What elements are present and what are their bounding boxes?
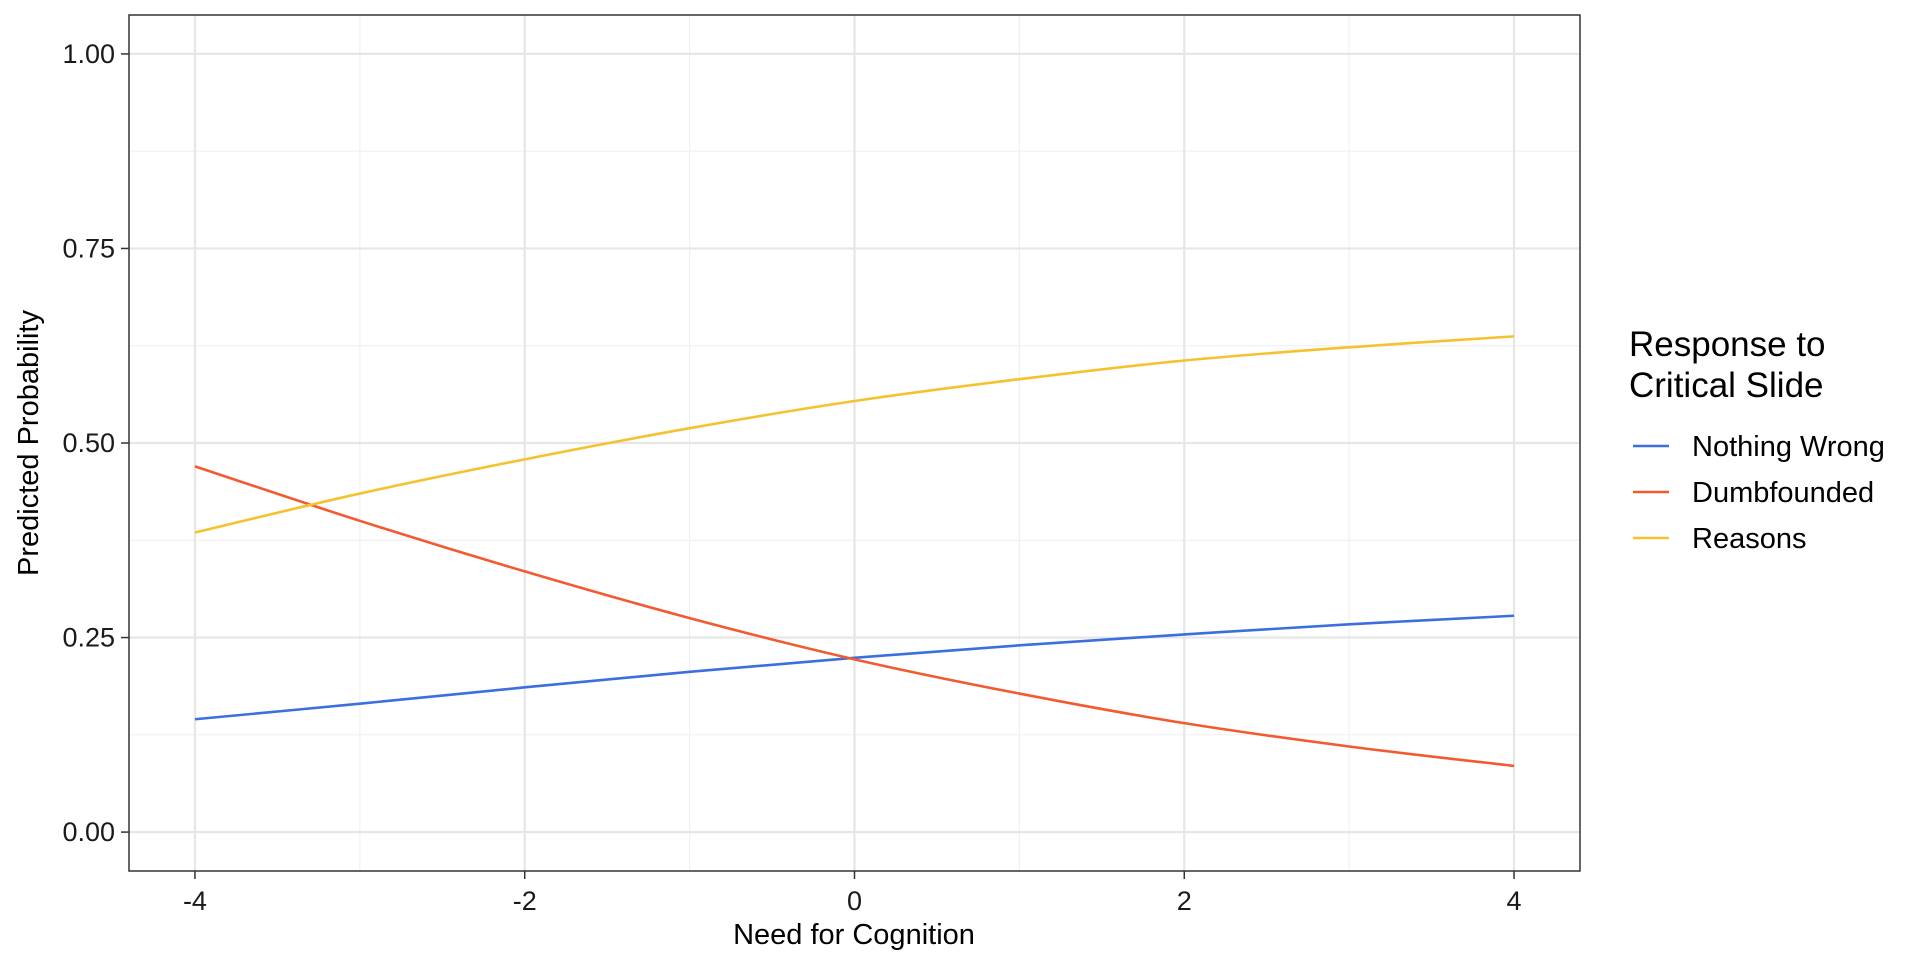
series-line-dumbfounded bbox=[194, 465, 1515, 768]
legend-title-line: Response to bbox=[1629, 325, 1826, 364]
series-line-reasons bbox=[194, 335, 1515, 534]
series-lines bbox=[194, 335, 1515, 768]
y-tick-label: 1.00 bbox=[62, 39, 115, 69]
y-axis-title: Predicted Probability bbox=[13, 310, 45, 576]
legend-label-dumbfounded: Dumbfounded bbox=[1692, 477, 1874, 509]
x-tick-label: 0 bbox=[847, 886, 862, 916]
grid bbox=[129, 15, 1580, 871]
y-tick-label: 0.25 bbox=[62, 623, 115, 653]
series-line-nothing-wrong bbox=[194, 614, 1515, 721]
y-tick-label: 0.75 bbox=[62, 233, 115, 263]
x-axis-title: Need for Cognition bbox=[733, 919, 975, 951]
legend-title-line: Critical Slide bbox=[1629, 366, 1824, 405]
x-tick-label: 4 bbox=[1507, 886, 1522, 916]
y-tick-label: 0.50 bbox=[62, 428, 115, 458]
y-tick-label: 0.00 bbox=[62, 817, 115, 847]
legend-label-reasons: Reasons bbox=[1692, 523, 1806, 555]
legend-label-nothing-wrong: Nothing Wrong bbox=[1692, 431, 1885, 463]
x-tick-label: -4 bbox=[183, 886, 207, 916]
x-tick-label: -2 bbox=[513, 886, 537, 916]
axes: -4 -2 0 2 4 0.00 0.25 0.50 0.75 1.00 bbox=[62, 39, 1521, 916]
x-tick-label: 2 bbox=[1177, 886, 1192, 916]
